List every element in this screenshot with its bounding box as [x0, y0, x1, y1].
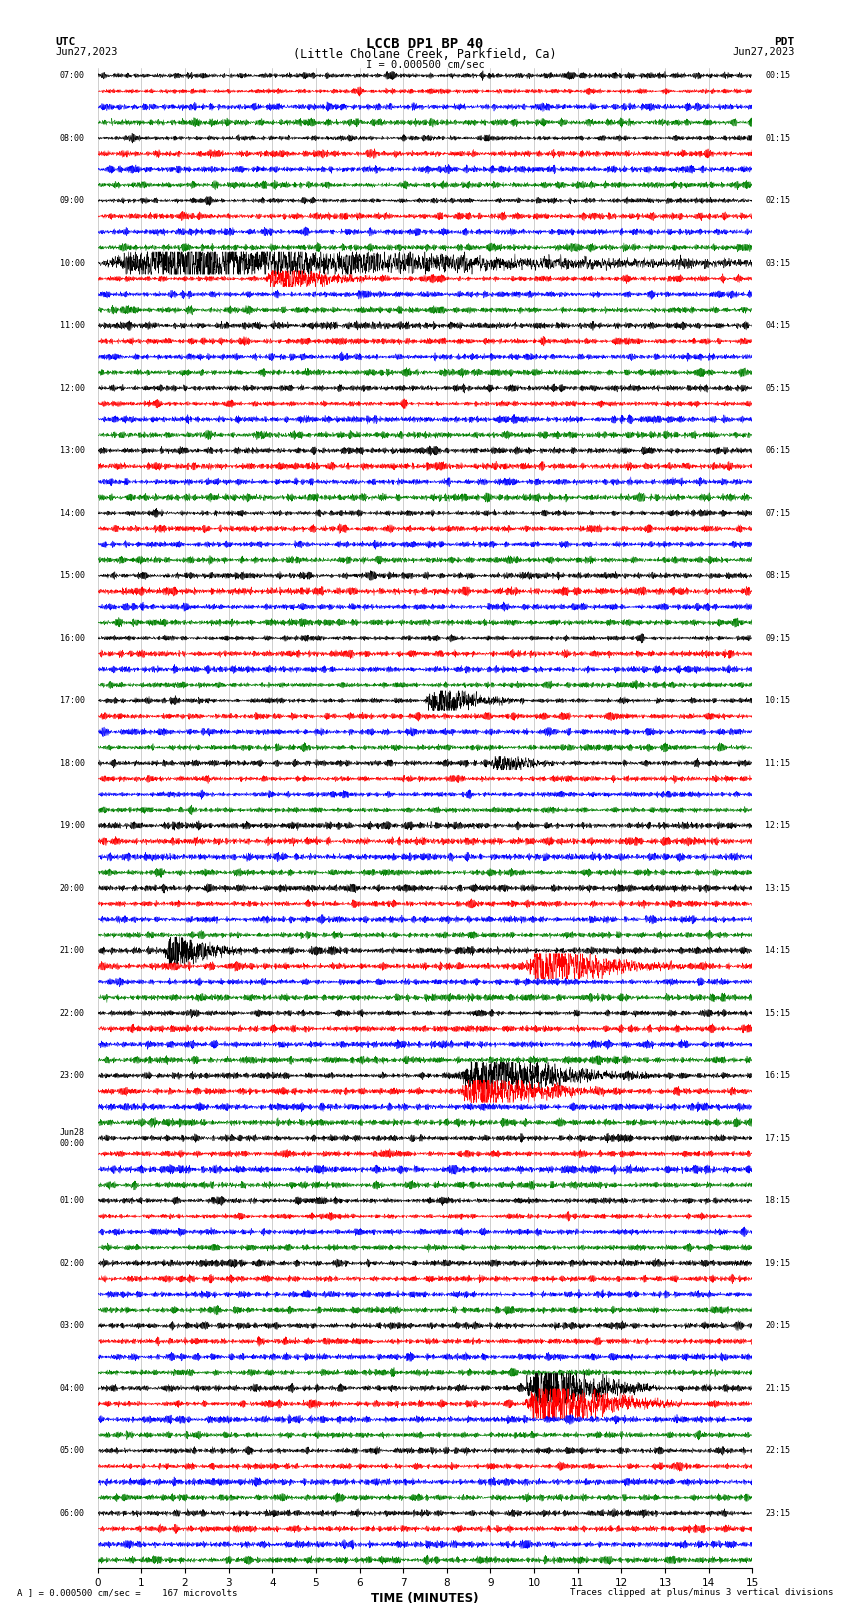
Text: 16:00: 16:00 — [60, 634, 85, 642]
Text: 13:15: 13:15 — [765, 884, 790, 892]
Text: I = 0.000500 cm/sec: I = 0.000500 cm/sec — [366, 60, 484, 69]
Text: 05:15: 05:15 — [765, 384, 790, 392]
Text: 07:15: 07:15 — [765, 508, 790, 518]
Text: 10:00: 10:00 — [60, 258, 85, 268]
Text: 14:00: 14:00 — [60, 508, 85, 518]
Text: 02:15: 02:15 — [765, 197, 790, 205]
Text: 21:00: 21:00 — [60, 947, 85, 955]
Text: 17:00: 17:00 — [60, 697, 85, 705]
Text: 15:00: 15:00 — [60, 571, 85, 581]
Text: 23:00: 23:00 — [60, 1071, 85, 1081]
Text: 09:00: 09:00 — [60, 197, 85, 205]
Text: 22:00: 22:00 — [60, 1008, 85, 1018]
Text: Jun27,2023: Jun27,2023 — [55, 47, 118, 56]
Text: PDT: PDT — [774, 37, 795, 47]
Text: 02:00: 02:00 — [60, 1258, 85, 1268]
Text: 08:00: 08:00 — [60, 134, 85, 142]
Text: 10:15: 10:15 — [765, 697, 790, 705]
Text: 20:15: 20:15 — [765, 1321, 790, 1331]
Text: 15:15: 15:15 — [765, 1008, 790, 1018]
Text: 12:00: 12:00 — [60, 384, 85, 392]
Text: (Little Cholane Creek, Parkfield, Ca): (Little Cholane Creek, Parkfield, Ca) — [293, 48, 557, 61]
Text: 08:15: 08:15 — [765, 571, 790, 581]
Text: 06:15: 06:15 — [765, 447, 790, 455]
Text: A ] = 0.000500 cm/sec =    167 microvolts: A ] = 0.000500 cm/sec = 167 microvolts — [17, 1587, 237, 1597]
Text: 18:15: 18:15 — [765, 1197, 790, 1205]
Text: 20:00: 20:00 — [60, 884, 85, 892]
Text: 04:00: 04:00 — [60, 1384, 85, 1392]
Text: 22:15: 22:15 — [765, 1447, 790, 1455]
Text: 18:00: 18:00 — [60, 758, 85, 768]
Text: 12:15: 12:15 — [765, 821, 790, 831]
Text: 11:15: 11:15 — [765, 758, 790, 768]
Text: 19:00: 19:00 — [60, 821, 85, 831]
X-axis label: TIME (MINUTES): TIME (MINUTES) — [371, 1592, 479, 1605]
Text: 17:15: 17:15 — [765, 1134, 790, 1142]
Text: Jun28
00:00: Jun28 00:00 — [60, 1129, 85, 1148]
Text: 03:00: 03:00 — [60, 1321, 85, 1331]
Text: 06:00: 06:00 — [60, 1508, 85, 1518]
Text: 11:00: 11:00 — [60, 321, 85, 331]
Text: 19:15: 19:15 — [765, 1258, 790, 1268]
Text: 16:15: 16:15 — [765, 1071, 790, 1081]
Text: 01:15: 01:15 — [765, 134, 790, 142]
Text: 01:00: 01:00 — [60, 1197, 85, 1205]
Text: 13:00: 13:00 — [60, 447, 85, 455]
Text: 03:15: 03:15 — [765, 258, 790, 268]
Text: 04:15: 04:15 — [765, 321, 790, 331]
Text: 21:15: 21:15 — [765, 1384, 790, 1392]
Text: Jun27,2023: Jun27,2023 — [732, 47, 795, 56]
Text: 07:00: 07:00 — [60, 71, 85, 81]
Text: 00:15: 00:15 — [765, 71, 790, 81]
Text: UTC: UTC — [55, 37, 76, 47]
Text: 14:15: 14:15 — [765, 947, 790, 955]
Text: LCCB DP1 BP 40: LCCB DP1 BP 40 — [366, 37, 484, 52]
Text: 23:15: 23:15 — [765, 1508, 790, 1518]
Text: 09:15: 09:15 — [765, 634, 790, 642]
Text: Traces clipped at plus/minus 3 vertical divisions: Traces clipped at plus/minus 3 vertical … — [570, 1587, 833, 1597]
Text: 05:00: 05:00 — [60, 1447, 85, 1455]
